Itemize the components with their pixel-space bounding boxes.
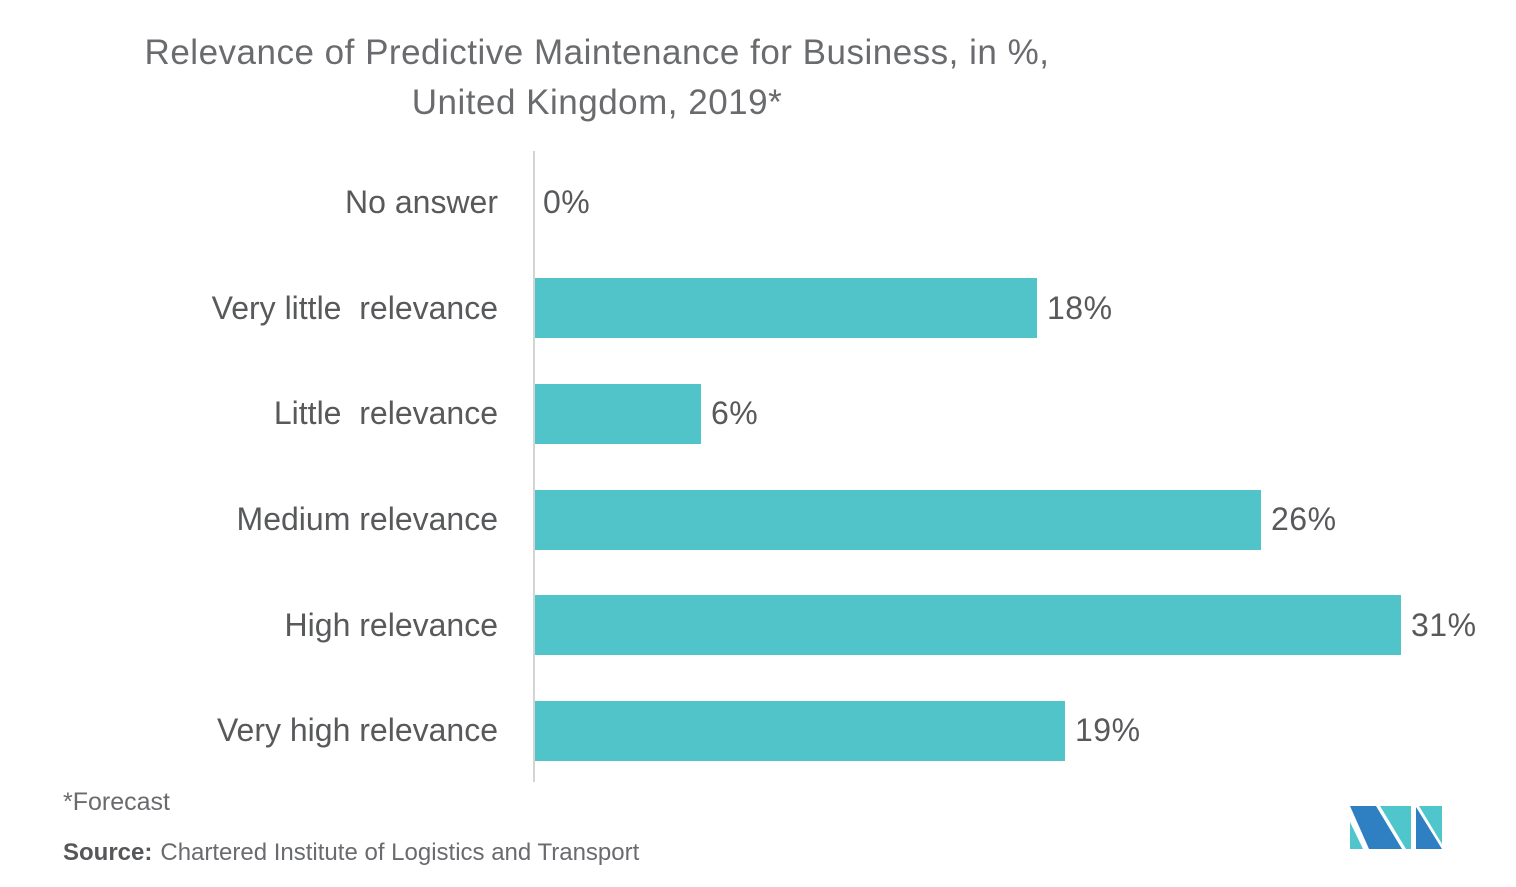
- source-label: Source:: [63, 839, 153, 866]
- category-label-very-high-relevance: Very high relevance: [216, 712, 498, 749]
- logo-blue-band: [1350, 806, 1402, 849]
- bar-area: 26%: [533, 489, 1337, 550]
- chart-title-line-2: United Kingdom, 2019*: [411, 83, 783, 122]
- bar-area: 18%: [533, 278, 1113, 339]
- bar-area: 0%: [533, 173, 590, 233]
- category-label-medium-relevance: Medium relevance: [236, 501, 498, 538]
- category-label-high-relevance: High relevance: [284, 606, 498, 643]
- category-label-very-little-relevance: Very little relevance: [211, 289, 498, 326]
- bar-area: 6%: [533, 383, 759, 444]
- chart-row: High relevance 31%: [0, 572, 1516, 678]
- bar-high-relevance: [533, 595, 1401, 656]
- chart-row: No answer 0%: [0, 150, 1516, 256]
- chart-row: Very little relevance 18%: [0, 256, 1516, 362]
- bar-little-relevance: [533, 383, 701, 444]
- category-label-little-relevance: Little relevance: [273, 395, 498, 432]
- bar-area: 19%: [533, 700, 1141, 761]
- logo-teal-triangle: [1419, 806, 1442, 844]
- bar-very-little-relevance: [533, 278, 1037, 339]
- chart-title: Relevance of Predictive Maintenance for …: [0, 28, 1194, 128]
- mordor-intelligence-logo: [1350, 806, 1442, 849]
- logo-teal-band: [1380, 806, 1411, 849]
- logo-blue-triangle: [1416, 807, 1442, 849]
- category-label-no-answer: No answer: [345, 184, 498, 221]
- bar-area: 31%: [533, 595, 1477, 656]
- value-label-little-relevance: 6%: [711, 395, 759, 432]
- chart-row: Medium relevance 26%: [0, 467, 1516, 573]
- category-axis-line: [533, 151, 535, 782]
- value-label-high-relevance: 31%: [1411, 606, 1477, 643]
- chart-title-line-1: Relevance of Predictive Maintenance for …: [144, 33, 1050, 72]
- value-label-very-little-relevance: 18%: [1047, 289, 1113, 326]
- source-text: Chartered Institute of Logistics and Tra…: [160, 839, 640, 866]
- bar-chart-plot-area: No answer 0% Very little relevance 18% L…: [0, 150, 1516, 784]
- source-line: Source: Chartered Institute of Logistics …: [63, 839, 639, 867]
- chart-row: Little relevance 6%: [0, 361, 1516, 467]
- bar-very-high-relevance: [533, 700, 1065, 761]
- value-label-very-high-relevance: 19%: [1075, 712, 1141, 749]
- forecast-note: *Forecast: [63, 788, 170, 816]
- logo-teal-corner: [1350, 822, 1363, 849]
- value-label-medium-relevance: 26%: [1271, 501, 1337, 538]
- value-label-no-answer: 0%: [543, 184, 591, 221]
- chart-row: Very high relevance 19%: [0, 678, 1516, 784]
- bar-medium-relevance: [533, 489, 1261, 550]
